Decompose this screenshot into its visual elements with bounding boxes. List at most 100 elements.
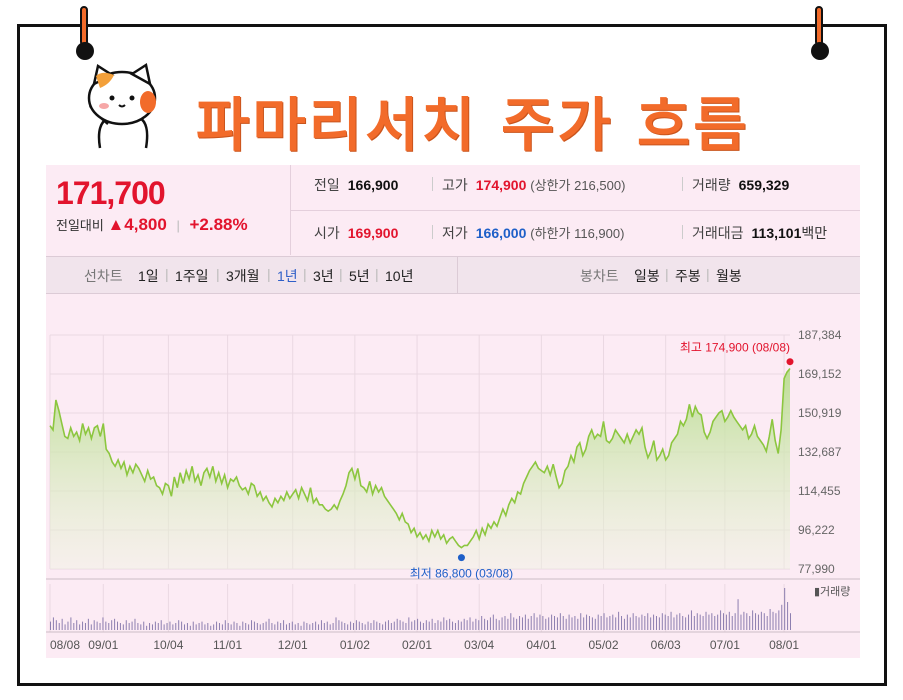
volume-bar — [294, 624, 296, 630]
volume-bar — [96, 621, 98, 630]
volume-bar — [498, 620, 500, 630]
volume-bar — [355, 620, 357, 630]
volume-bar — [676, 614, 678, 630]
volume-bar — [221, 624, 223, 630]
volume-bar — [90, 624, 92, 630]
volume-bar — [492, 614, 494, 630]
volume-bar — [588, 616, 590, 630]
tab-line-chart[interactable]: 선차트 — [84, 268, 123, 284]
volume-bar — [329, 624, 331, 630]
volume-bar — [521, 617, 523, 630]
volume-bar — [134, 618, 136, 630]
tab-1d[interactable]: 1일 — [138, 268, 159, 284]
volume-bar — [207, 623, 209, 630]
volume-bar — [262, 623, 264, 630]
tab-daily[interactable]: 일봉 — [634, 268, 660, 284]
volume-bar — [326, 621, 328, 630]
x-tick-label: 07/01 — [710, 638, 740, 652]
volume-bar — [117, 621, 119, 630]
tab-1y[interactable]: 1년 — [277, 268, 298, 284]
x-tick-label: 02/01 — [402, 638, 432, 652]
volume-bar — [140, 624, 142, 630]
page-title: 파마리서치 주가 흐름 — [196, 91, 750, 159]
volume-bar — [259, 624, 261, 630]
volume-bar — [752, 610, 754, 630]
volume-bar — [661, 613, 663, 630]
x-tick-label: 03/04 — [464, 638, 494, 652]
volume-bar — [280, 623, 282, 630]
volume-bar — [242, 621, 244, 630]
volume-bar — [376, 621, 378, 630]
volume-bar — [740, 614, 742, 630]
volume-bar — [157, 623, 159, 630]
volume-bar — [268, 618, 270, 630]
tab-5y[interactable]: 5년 — [349, 268, 370, 284]
volume-bar — [766, 616, 768, 630]
volume-bar — [73, 623, 75, 630]
volume-bar — [274, 624, 276, 630]
volume-bar — [213, 624, 215, 630]
volume-bar — [699, 614, 701, 630]
volume-bar — [248, 624, 250, 630]
tab-3m[interactable]: 3개월 — [226, 268, 260, 284]
volume-bar — [358, 621, 360, 630]
volume-bar — [647, 613, 649, 630]
volume-bar — [198, 623, 200, 630]
tab-candle-chart[interactable]: 봉차트 — [580, 268, 619, 284]
volume-bar — [251, 620, 253, 630]
tab-3y[interactable]: 3년 — [313, 268, 334, 284]
tab-10y[interactable]: 10년 — [385, 268, 414, 284]
volume-bar — [688, 614, 690, 630]
volume-bar — [638, 617, 640, 630]
volume-bar — [685, 617, 687, 630]
volume-bar — [414, 620, 416, 630]
volume-bar — [271, 623, 273, 630]
volume-bar — [277, 621, 279, 630]
volume-bar — [772, 611, 774, 630]
volume-bar — [55, 620, 57, 630]
volume-bar — [690, 610, 692, 630]
volume-bar — [554, 616, 556, 630]
volume-bar — [571, 617, 573, 630]
volume-bar — [475, 618, 477, 630]
volume-bar — [163, 624, 165, 630]
volume-bar — [315, 621, 317, 630]
x-tick-label: 11/01 — [213, 638, 242, 652]
tab-weekly[interactable]: 주봉 — [675, 268, 701, 284]
volume-bar — [650, 617, 652, 630]
volume-bar — [717, 614, 719, 630]
volume-bar — [574, 616, 576, 630]
volume-bar — [583, 617, 585, 630]
stat-trade-value: 거래대금 113,101백만 — [692, 225, 828, 241]
x-tick-label: 08/08 — [50, 638, 80, 652]
x-tick-label: 10/04 — [153, 638, 183, 652]
volume-legend: ▮거래량 — [814, 585, 850, 598]
volume-bar — [545, 618, 547, 630]
volume-bar — [303, 621, 305, 630]
volume-bar — [79, 624, 81, 630]
volume-bar — [565, 618, 567, 630]
volume-bar — [175, 623, 177, 630]
tab-monthly[interactable]: 월봉 — [716, 268, 742, 284]
volume-bar — [105, 621, 107, 630]
tab-1w[interactable]: 1주일 — [175, 268, 209, 284]
volume-bar — [204, 624, 206, 630]
volume-bar — [623, 618, 625, 630]
volume-bar — [332, 623, 334, 630]
volume-bar — [385, 621, 387, 630]
volume-bar — [233, 621, 235, 630]
volume-bar — [335, 617, 337, 630]
volume-bar — [635, 616, 637, 630]
volume-bar — [108, 623, 110, 630]
volume-bar — [720, 610, 722, 630]
volume-bar — [664, 614, 666, 630]
volume-bar — [466, 620, 468, 630]
volume-bar — [111, 620, 113, 630]
volume-bar — [449, 618, 451, 630]
volume-bar — [746, 613, 748, 630]
volume-bar — [178, 620, 180, 630]
volume-bar — [454, 623, 456, 630]
volume-bar — [682, 616, 684, 630]
volume-bar — [344, 623, 346, 630]
volume-bar — [644, 616, 646, 630]
